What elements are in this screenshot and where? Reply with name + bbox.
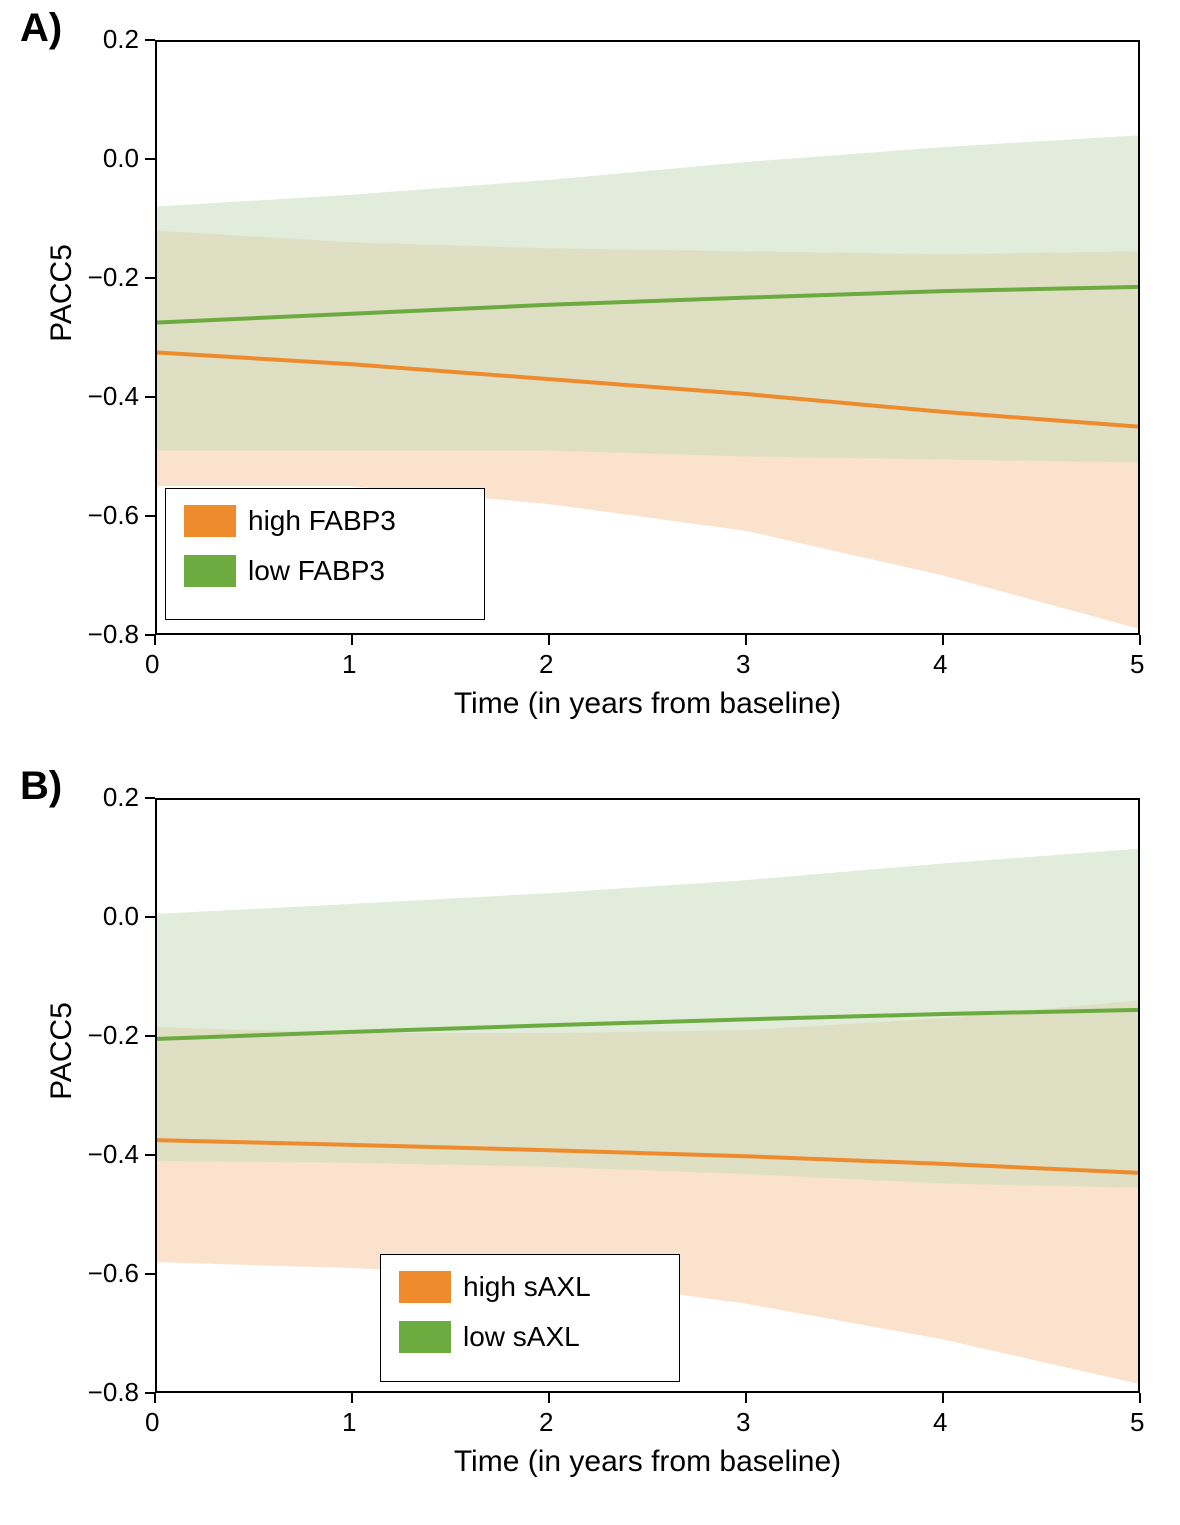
y-tick	[145, 1035, 155, 1037]
x-tick-label: 0	[145, 1407, 159, 1438]
y-tick	[145, 158, 155, 160]
panel-label-B: B)	[20, 764, 62, 809]
y-tick-label: 0.0	[103, 901, 139, 932]
x-tick	[1139, 1393, 1141, 1403]
y-tick-label: −0.8	[88, 1377, 139, 1408]
figure: A) −0.8 −0.6 −0.4 −0.2 0.0 0.2 0 1 2 3 4 5 Time (in y…	[0, 0, 1180, 1525]
y-tick	[145, 916, 155, 918]
y-tick-label: 0.2	[103, 782, 139, 813]
legend-item: low sAXL	[399, 1321, 580, 1353]
y-tick-label: −0.6	[88, 1258, 139, 1289]
y-tick	[145, 1154, 155, 1156]
x-axis-label: Time (in years from baseline)	[155, 687, 1140, 721]
x-tick	[745, 635, 747, 645]
legend-swatch	[399, 1271, 451, 1303]
x-tick-label: 5	[1130, 649, 1144, 680]
legend: high sAXL low sAXL	[380, 1254, 680, 1382]
y-tick-label: −0.6	[88, 500, 139, 531]
y-axis-label: PACC5	[45, 193, 79, 393]
y-tick-label: −0.4	[88, 1139, 139, 1170]
y-tick	[145, 1273, 155, 1275]
legend-item: low FABP3	[184, 555, 385, 587]
y-tick	[145, 797, 155, 799]
x-tick	[942, 1393, 944, 1403]
x-tick	[351, 635, 353, 645]
legend-swatch	[184, 505, 236, 537]
legend-item: high FABP3	[184, 505, 396, 537]
y-tick	[145, 39, 155, 41]
x-tick-label: 3	[736, 649, 750, 680]
x-tick	[745, 1393, 747, 1403]
x-tick-label: 4	[933, 1407, 947, 1438]
y-tick-label: −0.4	[88, 381, 139, 412]
x-tick-label: 4	[933, 649, 947, 680]
legend-label: low sAXL	[463, 1321, 580, 1353]
legend: high FABP3 low FABP3	[165, 488, 485, 620]
x-tick-label: 3	[736, 1407, 750, 1438]
x-axis-label: Time (in years from baseline)	[155, 1445, 1140, 1479]
x-tick-label: 1	[342, 649, 356, 680]
legend-swatch	[184, 555, 236, 587]
y-tick	[145, 277, 155, 279]
y-tick-label: −0.2	[88, 1020, 139, 1051]
x-tick	[154, 635, 156, 645]
y-tick-label: −0.2	[88, 262, 139, 293]
x-tick-label: 5	[1130, 1407, 1144, 1438]
x-tick	[154, 1393, 156, 1403]
x-tick	[1139, 635, 1141, 645]
y-tick	[145, 515, 155, 517]
x-tick-label: 2	[539, 1407, 553, 1438]
legend-swatch	[399, 1321, 451, 1353]
y-axis-label: PACC5	[45, 951, 79, 1151]
legend-label: low FABP3	[248, 555, 385, 587]
y-tick-label: −0.8	[88, 619, 139, 650]
y-tick-label: 0.2	[103, 24, 139, 55]
x-tick	[548, 635, 550, 645]
legend-label: high FABP3	[248, 505, 396, 537]
x-tick-label: 2	[539, 649, 553, 680]
panel-label-A: A)	[20, 6, 62, 51]
y-tick	[145, 396, 155, 398]
legend-label: high sAXL	[463, 1271, 591, 1303]
x-tick	[351, 1393, 353, 1403]
x-tick	[548, 1393, 550, 1403]
legend-item: high sAXL	[399, 1271, 591, 1303]
y-tick-label: 0.0	[103, 143, 139, 174]
x-tick-label: 0	[145, 649, 159, 680]
x-tick	[942, 635, 944, 645]
x-tick-label: 1	[342, 1407, 356, 1438]
